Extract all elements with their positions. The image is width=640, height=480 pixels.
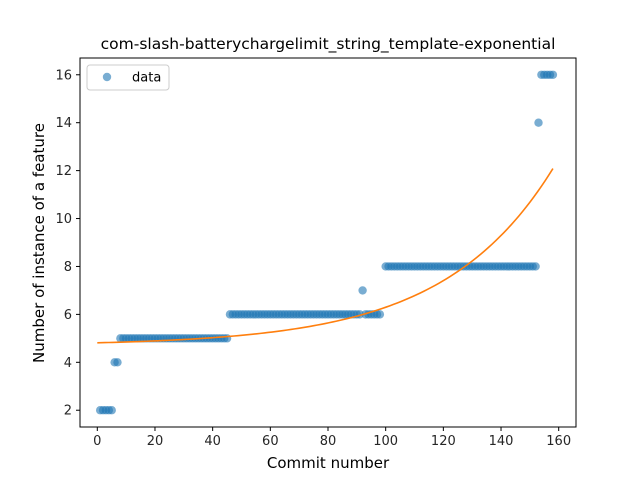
x-tick-label: 80 [320, 434, 337, 449]
data-point [531, 262, 540, 271]
legend: data [86, 64, 170, 91]
data-point [358, 286, 367, 295]
x-tick-label: 60 [262, 434, 279, 449]
legend-label: data [132, 71, 161, 86]
x-tick-label: 120 [431, 434, 456, 449]
y-tick-label: 8 [64, 260, 72, 275]
x-axis-label: Commit number [267, 454, 390, 472]
y-tick-label: 12 [55, 164, 72, 179]
y-axis: 2 4 6 8 10 12 14 16 [55, 68, 80, 419]
data-point [113, 358, 122, 367]
y-tick-label: 2 [64, 404, 72, 419]
y-tick-label: 6 [64, 308, 72, 323]
chart-title: com-slash-batterychargelimit_string_temp… [101, 35, 556, 54]
y-axis-label: Number of instance of a feature [30, 123, 48, 363]
data-point [107, 406, 116, 415]
y-tick-label: 4 [64, 356, 72, 371]
x-tick-label: 160 [546, 434, 571, 449]
fit-line [97, 168, 554, 344]
y-tick-label: 16 [55, 68, 72, 83]
data-point [548, 70, 558, 79]
y-tick-label: 10 [55, 212, 72, 227]
x-tick-label: 140 [489, 434, 514, 449]
y-tick-label: 14 [55, 116, 72, 131]
x-tick-label: 0 [93, 434, 101, 449]
data-point [375, 310, 385, 319]
legend-marker [102, 72, 112, 82]
plot-area [79, 57, 577, 428]
data-point [534, 118, 543, 127]
x-tick-label: 100 [373, 434, 398, 449]
legend-box [86, 64, 170, 91]
data-point [222, 334, 232, 343]
x-tick-label: 20 [147, 434, 164, 449]
x-tick-label: 40 [204, 434, 221, 449]
x-axis: 0 20 40 60 80 100 120 140 160 [93, 427, 571, 449]
